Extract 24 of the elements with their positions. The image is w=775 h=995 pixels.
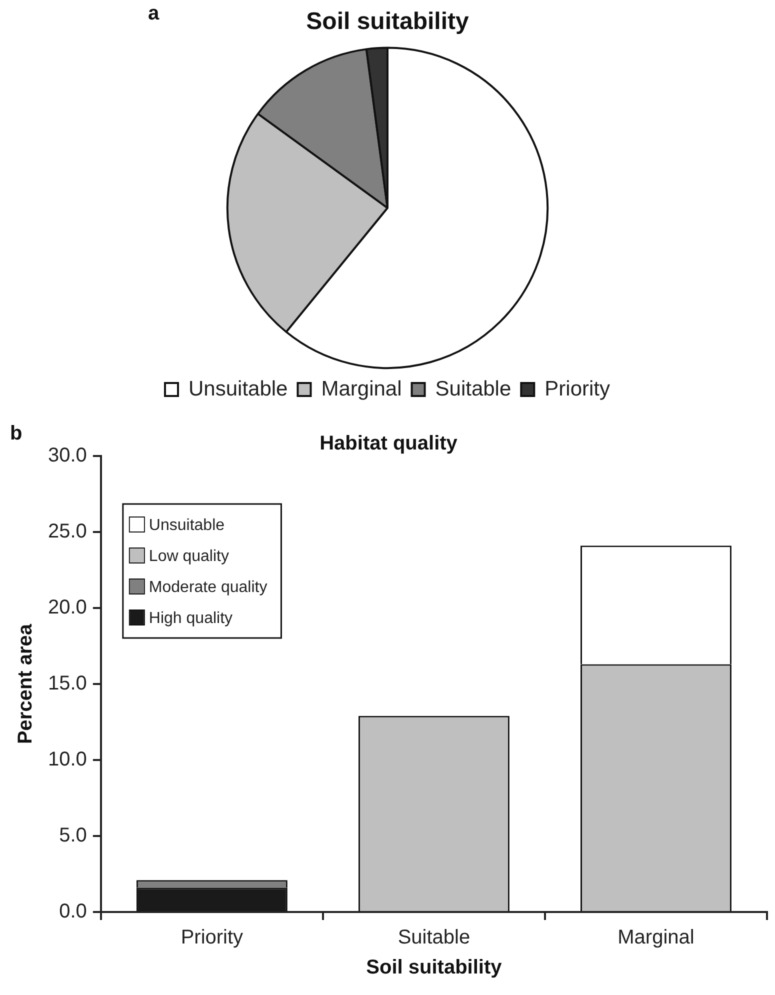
y-tick-label: 20.0 — [48, 596, 87, 619]
chart-title: Soil suitability — [306, 8, 470, 36]
y-tick-label: 15.0 — [48, 672, 87, 695]
y-tick-label: 25.0 — [48, 520, 87, 543]
legend-label: Marginal — [321, 377, 402, 400]
legend-label: Unsuitable — [148, 516, 225, 534]
y-tick-label: 5.0 — [59, 824, 87, 847]
y-tick-label: 0.0 — [59, 900, 87, 923]
legend-label: High quality — [148, 610, 233, 627]
legend-label: Suitable — [435, 377, 512, 400]
x-tick-label: Suitable — [398, 926, 470, 949]
y-axis-title: Percent area — [14, 623, 37, 744]
x-tick-label: Marginal — [618, 926, 694, 949]
chart-title: Habitat quality — [320, 432, 458, 455]
text: a — [148, 2, 160, 25]
legend-label: Unsuitable — [188, 377, 288, 400]
legend-label: Priority — [544, 377, 610, 400]
text: b — [10, 422, 22, 445]
legend-label: Moderate quality — [148, 578, 268, 596]
y-tick-label: 30.0 — [48, 444, 87, 467]
x-tick-label: Priority — [180, 926, 244, 949]
legend-label: Low quality — [148, 548, 229, 565]
x-axis-title: Soil suitability — [366, 956, 503, 979]
y-tick-label: 10.0 — [48, 748, 87, 771]
